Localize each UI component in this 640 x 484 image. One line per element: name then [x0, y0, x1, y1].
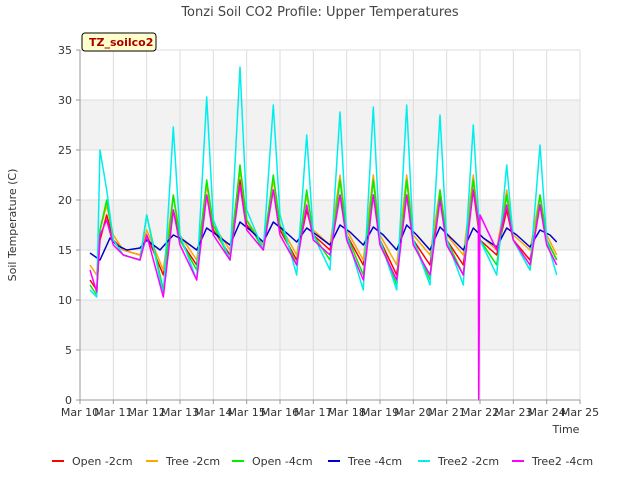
- y-tick-label: 35: [58, 44, 72, 57]
- x-tick-label: Mar 16: [261, 406, 299, 419]
- legend-label-1: Open -2cm: [72, 455, 133, 468]
- legend-label-6: Tree2 -4cm: [531, 455, 593, 468]
- x-tick-label: Mar 18: [328, 406, 366, 419]
- station-badge: TZ_soilco2: [81, 32, 157, 52]
- plot-band: [80, 100, 580, 150]
- y-tick-label: 10: [58, 294, 72, 307]
- legend-label-4: Tree -4cm: [347, 455, 402, 468]
- x-axis-label: Time: [552, 423, 580, 436]
- x-tick-label: Mar 14: [194, 406, 232, 419]
- x-tick-label: Mar 13: [161, 406, 199, 419]
- x-tick-label: Mar 19: [361, 406, 399, 419]
- series-line-6: [89, 184, 558, 401]
- x-tick-label: Mar 23: [494, 406, 532, 419]
- badge-label: TZ_soilco2: [89, 36, 153, 49]
- legend-label-5: Tree2 -2cm: [437, 455, 499, 468]
- x-tick-label: Mar 24: [528, 406, 566, 419]
- y-tick-label: 15: [58, 244, 72, 257]
- y-tick-label: 25: [58, 144, 72, 157]
- x-tick-label: Mar 21: [428, 406, 466, 419]
- series-line-4: [89, 221, 558, 261]
- series-group: [89, 66, 558, 401]
- x-tick-label: Mar 22: [461, 406, 499, 419]
- y-axis-label: Soil Temperature (C): [6, 169, 19, 282]
- x-tick-label: Mar 11: [94, 406, 132, 419]
- y-tick-label: 0: [65, 394, 72, 407]
- y-tick-label: 20: [58, 194, 72, 207]
- x-tick-label: Mar 10: [61, 406, 99, 419]
- x-tick-label: Mar 12: [128, 406, 166, 419]
- series-line-5: [89, 66, 558, 298]
- chart-title: Tonzi Soil CO2 Profile: Upper Temperatur…: [180, 5, 459, 20]
- legend-label-2: Tree -2cm: [165, 455, 220, 468]
- legend-label-3: Open -4cm: [252, 455, 313, 468]
- badge-box: [81, 32, 157, 52]
- x-tick-label: Mar 20: [394, 406, 432, 419]
- x-tick-label: Mar 17: [294, 406, 332, 419]
- x-tick-label: Mar 25: [561, 406, 599, 419]
- y-tick-label: 5: [65, 344, 72, 357]
- y-tick-label: 30: [58, 94, 72, 107]
- plot-band: [80, 300, 580, 350]
- x-tick-label: Mar 15: [228, 406, 266, 419]
- legend: Open -2cm Tree -2cm Open -4cm Tree -4cm Tree…: [52, 455, 593, 468]
- plot-background: [80, 50, 580, 400]
